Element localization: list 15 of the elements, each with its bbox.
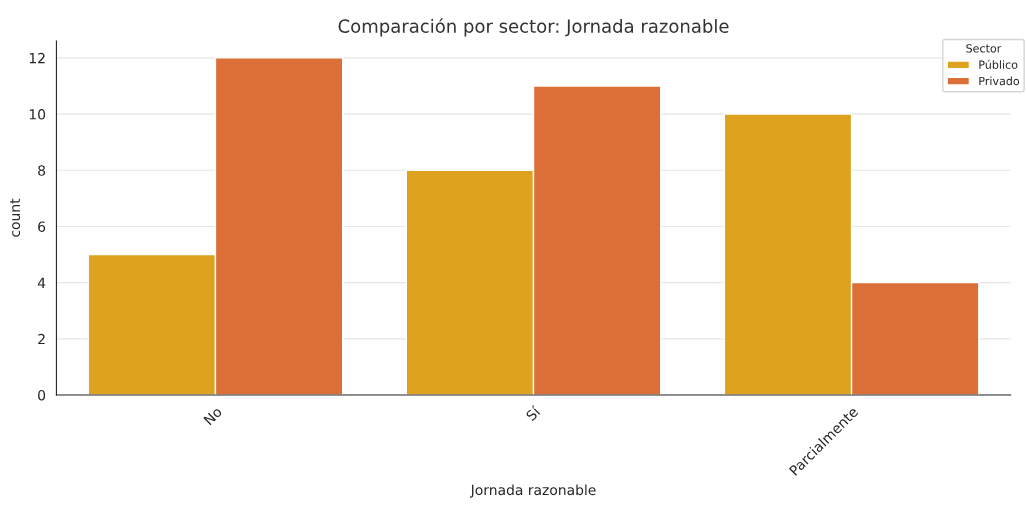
x-axis-title: Jornada razonable <box>469 484 596 498</box>
y-axis-title: count <box>10 198 21 237</box>
y-tick-label: 8 <box>38 165 46 176</box>
y-tick-label: 12 <box>29 52 45 64</box>
legend-label: Público <box>979 59 1018 69</box>
x-tick-label: No <box>203 406 223 426</box>
legend-label: Privado <box>979 76 1020 86</box>
chart-title: Comparación por sector: Jornada razonable <box>338 18 729 37</box>
y-tick-label: 10 <box>29 109 46 120</box>
x-tick-label: Sí <box>524 404 542 422</box>
y-tick-label: 4 <box>37 277 46 288</box>
y-tick-label: 0 <box>38 389 46 401</box>
y-tick-label: 2 <box>38 333 45 345</box>
legend-title: Sector <box>966 44 1002 53</box>
y-tick-label: 6 <box>38 221 46 232</box>
